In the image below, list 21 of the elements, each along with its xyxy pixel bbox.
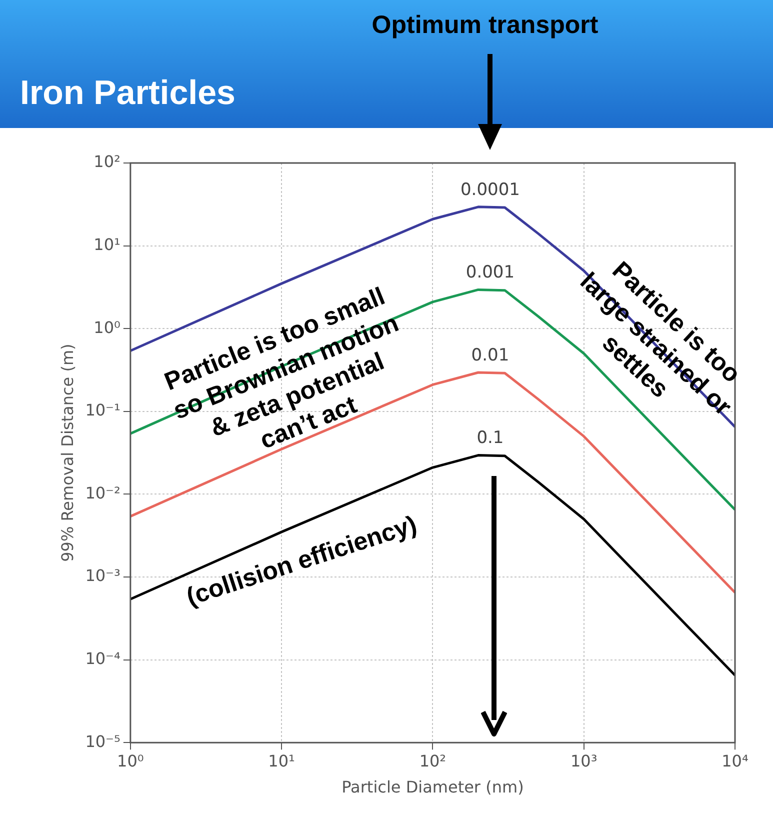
series-label: 0.1 — [476, 428, 504, 448]
y-tick-label: 10⁻¹ — [85, 400, 120, 420]
y-tick-label: 10⁻⁵ — [85, 732, 120, 751]
y-tick-label: 10⁻⁴ — [85, 648, 120, 668]
x-tick-label: 10² — [419, 751, 446, 770]
y-tick-label: 10² — [94, 152, 120, 172]
x-tick-label: 10³ — [570, 751, 598, 770]
x-axis-title: Particle Diameter (nm) — [342, 778, 524, 797]
y-tick-label: 10⁰ — [94, 318, 120, 337]
series-label: 0.01 — [471, 345, 510, 366]
series-label: 0.001 — [466, 262, 515, 283]
y-tick-label: 10¹ — [94, 234, 120, 254]
y-tick-label: 10⁻³ — [85, 566, 120, 586]
x-tick-label: 10⁴ — [722, 751, 748, 770]
x-tick-label: 10⁰ — [117, 751, 144, 770]
y-tick-label: 10⁻² — [85, 483, 120, 502]
x-tick-label: 10¹ — [268, 751, 295, 770]
chart-title: Iron Particles — [20, 74, 236, 113]
text: Optimum transport — [372, 10, 599, 39]
series-label: 0.0001 — [460, 180, 520, 200]
y-axis-title: 99% Removal Distance (m) — [58, 344, 77, 562]
